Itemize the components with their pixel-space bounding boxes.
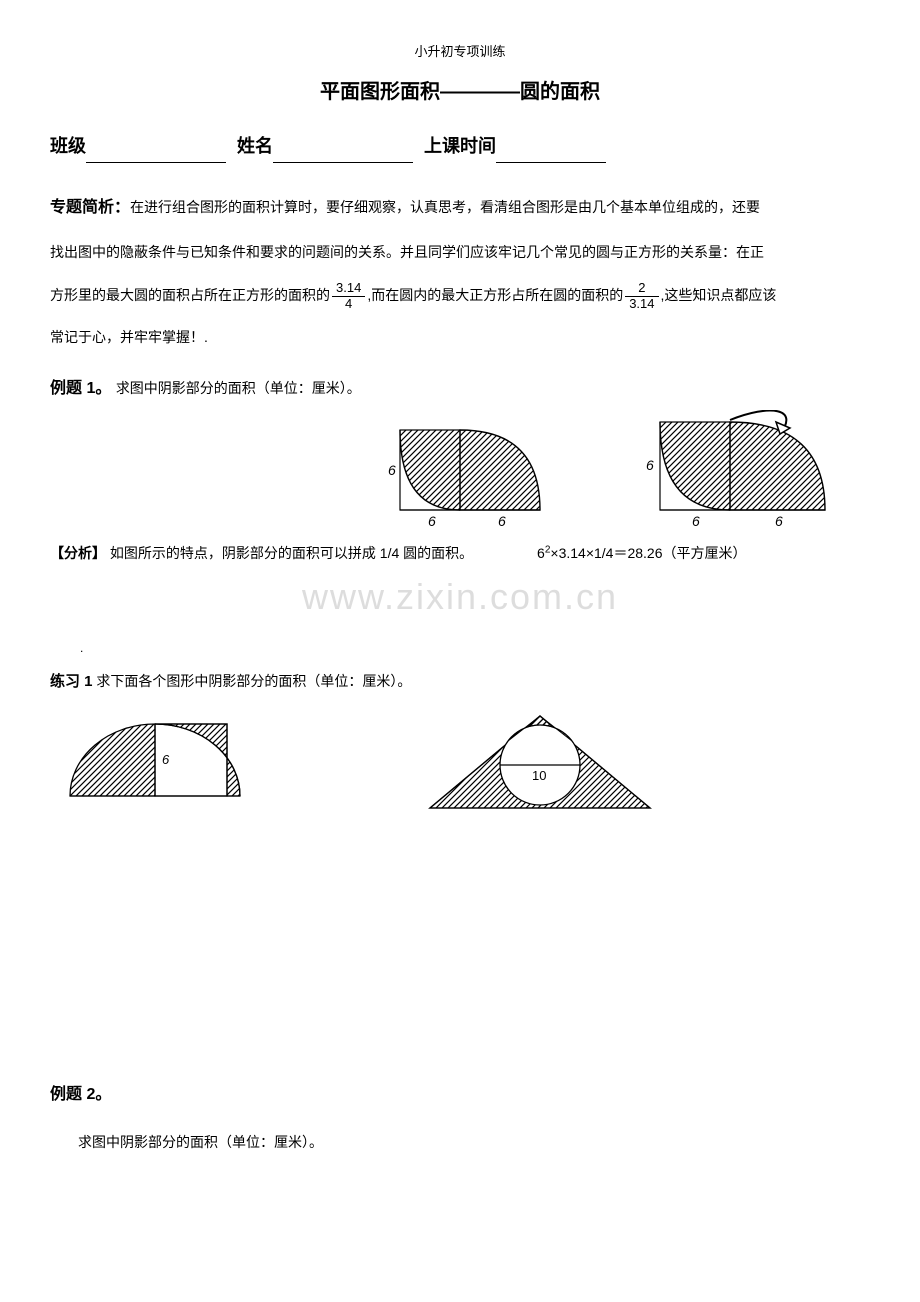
ex1-fig1-label-b1: 6 [428, 513, 436, 529]
practice-1-head: 练习 1 [50, 673, 93, 690]
intro-lead: 专题简析： [50, 199, 130, 216]
blank-time[interactable] [496, 143, 606, 163]
blank-class[interactable] [86, 143, 226, 163]
fraction-2: 23.14 [625, 281, 658, 311]
ex1-fig1-label-b2: 6 [498, 513, 506, 529]
intro-p2a: 方形里的最大圆的面积占所在正方形的面积的 [50, 287, 330, 303]
form-row: 班级 姓名 上课时间 [50, 129, 870, 163]
practice-1-figures: 6 10 [50, 710, 870, 820]
example-2-head: 例题 2。 [50, 1080, 870, 1110]
intro-para-4: 常记于心，并牢牢掌握！. [50, 319, 870, 355]
ex1-fig1-label-left: 6 [388, 462, 396, 478]
label-name: 姓名 [237, 136, 273, 156]
practice-1-body: 求下面各个图形中阴影部分的面积（单位：厘米）。 [96, 673, 411, 689]
intro-p2c: ,这些知识点都应该 [661, 287, 777, 303]
fraction-1: 3.144 [332, 281, 365, 311]
ex1-fig2-label-b1: 6 [692, 513, 700, 529]
frac1-den: 4 [332, 297, 365, 311]
ex1-fig2-label-b2: 6 [775, 513, 783, 529]
example-1-body: 求图中阴影部分的面积（单位：厘米）。 [116, 380, 361, 396]
example-1-head: 例题 1。 [50, 380, 111, 397]
practice1-figure-1: 6 [60, 710, 250, 810]
label-time: 上课时间 [424, 136, 496, 156]
frac2-den: 3.14 [625, 297, 658, 311]
example-2-body: 求图中阴影部分的面积（单位：厘米）。 [50, 1129, 870, 1156]
stray-dot: . [80, 637, 870, 660]
label-class: 班级 [50, 136, 86, 156]
analysis-bracket: 【分析】 [50, 545, 106, 561]
intro-para-3: 方形里的最大圆的面积占所在正方形的面积的3.144,而在圆内的最大正方形占所在圆… [50, 277, 870, 313]
intro-p1a: 在进行组合图形的面积计算时，要仔细观察，认真思考，看清组合图形是由几个基本单位组… [130, 199, 760, 215]
ex1-figure-2: 6 6 6 [630, 410, 850, 530]
analysis-text: 如图所示的特点，阴影部分的面积可以拼成 1/4 圆的面积。 [110, 545, 473, 561]
practice1-figure-2: 10 [420, 710, 660, 820]
practice1-fig1-label: 6 [162, 752, 170, 767]
ex1-fig2-label-left: 6 [646, 457, 654, 473]
practice1-fig2-label: 10 [532, 768, 546, 783]
intro-para-1: 专题简析：在进行组合图形的面积计算时，要仔细观察，认真思考，看清组合图形是由几个… [50, 187, 870, 229]
ex1-figure-1: 6 6 6 [360, 410, 560, 530]
intro-p2b: ,而在圆内的最大正方形占所在圆的面积的 [367, 287, 623, 303]
page-title: 平面图形面积————圆的面积 [50, 73, 870, 111]
intro-para-2: 找出图中的隐蔽条件与已知条件和要求的问题间的关系。并且同学们应该牢记几个常见的圆… [50, 234, 870, 270]
page-header: 小升初专项训练 [50, 40, 870, 65]
frac2-num: 2 [625, 281, 658, 296]
frac1-num: 3.14 [332, 281, 365, 296]
watermark: www.zixin.com.cn [50, 563, 870, 631]
example-1-figures: 6 6 6 6 6 6 [50, 410, 870, 530]
blank-name[interactable] [273, 143, 413, 163]
analysis-calc: 62×3.14×1/4＝28.26（平方厘米） [537, 545, 746, 561]
